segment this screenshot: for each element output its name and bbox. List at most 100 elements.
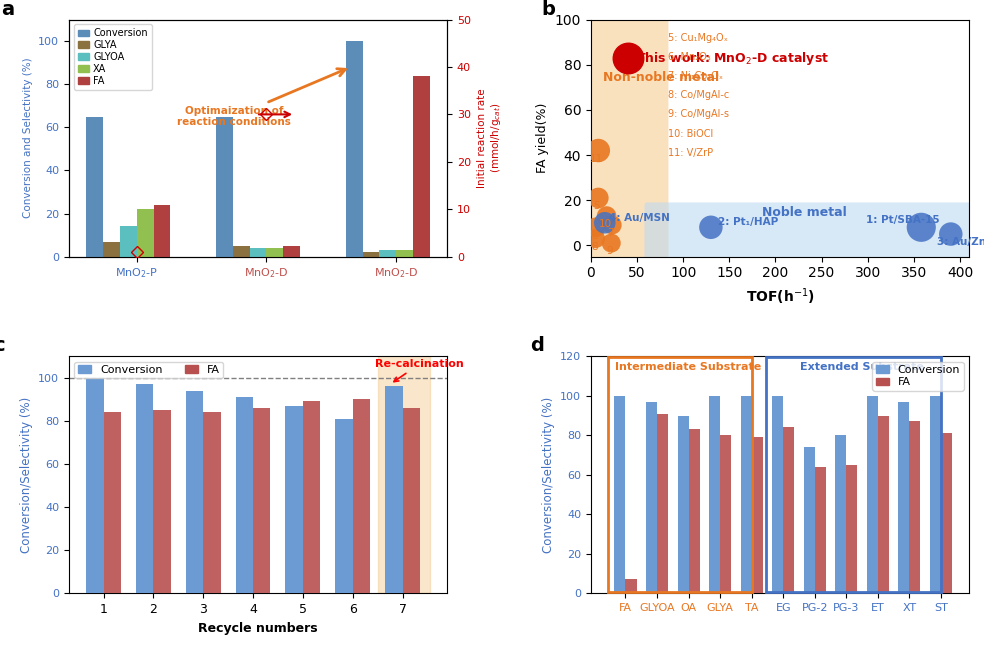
Text: 5: Cu₁Mg₄Oₓ: 5: Cu₁Mg₄Oₓ	[667, 33, 727, 42]
Text: Optimaization of
reaction conditions: Optimaization of reaction conditions	[177, 68, 345, 127]
Text: 7: 7	[607, 228, 614, 239]
FancyBboxPatch shape	[645, 203, 976, 261]
Legend: Conversion, GLYA, GLYOA, XA, FA: Conversion, GLYA, GLYOA, XA, FA	[74, 24, 152, 90]
Bar	[846, 465, 857, 593]
Bar	[413, 76, 430, 257]
Text: 8: 8	[590, 242, 597, 252]
Text: 11: 11	[590, 154, 603, 164]
Bar	[709, 396, 720, 593]
Bar	[136, 384, 154, 593]
Text: Non-noble metal: Non-noble metal	[603, 70, 719, 83]
Bar	[103, 412, 121, 593]
Bar	[154, 410, 171, 593]
Point	[590, 193, 606, 203]
Bar	[378, 356, 430, 593]
Text: Noble metal: Noble metal	[762, 206, 846, 219]
Legend: Conversion, FA: Conversion, FA	[75, 362, 223, 378]
Bar	[250, 248, 267, 257]
Bar	[878, 415, 889, 593]
Point	[587, 233, 603, 244]
Bar	[267, 248, 283, 257]
Bar	[103, 241, 120, 257]
Bar	[804, 447, 815, 593]
Text: 11: V/ZrP: 11: V/ZrP	[667, 148, 712, 158]
Text: 3: Au/ZnO: 3: Au/ZnO	[937, 237, 984, 247]
Point	[590, 145, 606, 156]
Text: 8: Co/MgAl-c: 8: Co/MgAl-c	[667, 90, 729, 100]
Bar	[646, 402, 657, 593]
Bar	[909, 421, 920, 593]
Bar	[772, 396, 783, 593]
Bar	[345, 41, 362, 257]
Bar	[86, 117, 103, 257]
Text: d: d	[530, 336, 544, 355]
Bar	[380, 250, 397, 257]
Text: 9: Co/MgAl-s: 9: Co/MgAl-s	[667, 110, 728, 119]
Y-axis label: Conversion/Selectivity (%): Conversion/Selectivity (%)	[20, 396, 32, 553]
Bar	[835, 436, 846, 593]
Bar	[362, 252, 380, 257]
Bar	[186, 391, 204, 593]
Bar	[154, 205, 170, 257]
Bar	[120, 226, 137, 257]
Bar	[137, 209, 154, 257]
Text: 10: 10	[598, 219, 612, 230]
Bar	[86, 378, 103, 593]
Point	[597, 218, 613, 228]
Point	[620, 53, 636, 63]
Y-axis label: FA yield(%): FA yield(%)	[536, 103, 549, 173]
Y-axis label: Conversion and Selectivity (%): Conversion and Selectivity (%)	[23, 58, 32, 218]
Point	[603, 238, 619, 248]
Bar	[352, 399, 370, 593]
Bar	[253, 408, 271, 593]
Bar	[626, 580, 637, 593]
Bar	[941, 434, 953, 593]
Text: 9: 9	[606, 246, 613, 256]
Text: 5: 5	[593, 201, 600, 211]
Bar	[233, 246, 250, 257]
Bar	[657, 413, 668, 593]
Bar	[285, 406, 303, 593]
Bar	[235, 397, 253, 593]
Text: 1: Pt/SBA-15: 1: Pt/SBA-15	[866, 215, 940, 225]
Text: a: a	[1, 0, 14, 19]
Text: This work: MnO$_2$-D catalyst: This work: MnO$_2$-D catalyst	[636, 50, 830, 67]
Text: 10: BiOCl: 10: BiOCl	[667, 128, 712, 139]
FancyBboxPatch shape	[587, 10, 668, 265]
Bar	[397, 250, 413, 257]
Text: b: b	[542, 0, 556, 19]
Bar	[689, 429, 700, 593]
Legend: Conversion, FA: Conversion, FA	[872, 362, 963, 391]
Text: 7: Ni₁Co₁Oₓ: 7: Ni₁Co₁Oₓ	[667, 71, 722, 81]
Point	[587, 222, 603, 233]
Text: Re-calcination: Re-calcination	[375, 359, 463, 381]
Bar	[752, 437, 763, 593]
Point	[703, 222, 718, 233]
Point	[943, 229, 958, 239]
Bar	[815, 467, 826, 593]
Text: 4: Au/MSN: 4: Au/MSN	[609, 213, 670, 222]
Y-axis label: Conversion/Selectivity (%): Conversion/Selectivity (%)	[541, 396, 555, 553]
Bar	[402, 408, 420, 593]
Bar	[783, 427, 794, 593]
Text: Intermediate Substrate: Intermediate Substrate	[615, 362, 762, 372]
X-axis label: TOF(h$^{-1}$): TOF(h$^{-1}$)	[746, 286, 815, 306]
Text: c: c	[0, 336, 5, 355]
X-axis label: Recycle numbers: Recycle numbers	[198, 621, 318, 634]
Bar	[930, 396, 941, 593]
Bar	[215, 117, 233, 257]
Bar	[385, 387, 402, 593]
Bar	[204, 412, 220, 593]
Point	[913, 222, 929, 233]
Point	[598, 211, 614, 221]
Bar	[283, 246, 300, 257]
Y-axis label: Initial reaction rate
(mmol/h/g$_{cat}$): Initial reaction rate (mmol/h/g$_{cat}$)	[476, 88, 503, 188]
Point	[604, 220, 620, 230]
Bar	[741, 396, 752, 593]
Bar	[898, 402, 909, 593]
Bar	[303, 402, 321, 593]
Bar	[336, 419, 352, 593]
Bar	[867, 396, 878, 593]
Text: Extended Substrate: Extended Substrate	[800, 362, 924, 372]
Text: 6: 6	[590, 231, 597, 241]
